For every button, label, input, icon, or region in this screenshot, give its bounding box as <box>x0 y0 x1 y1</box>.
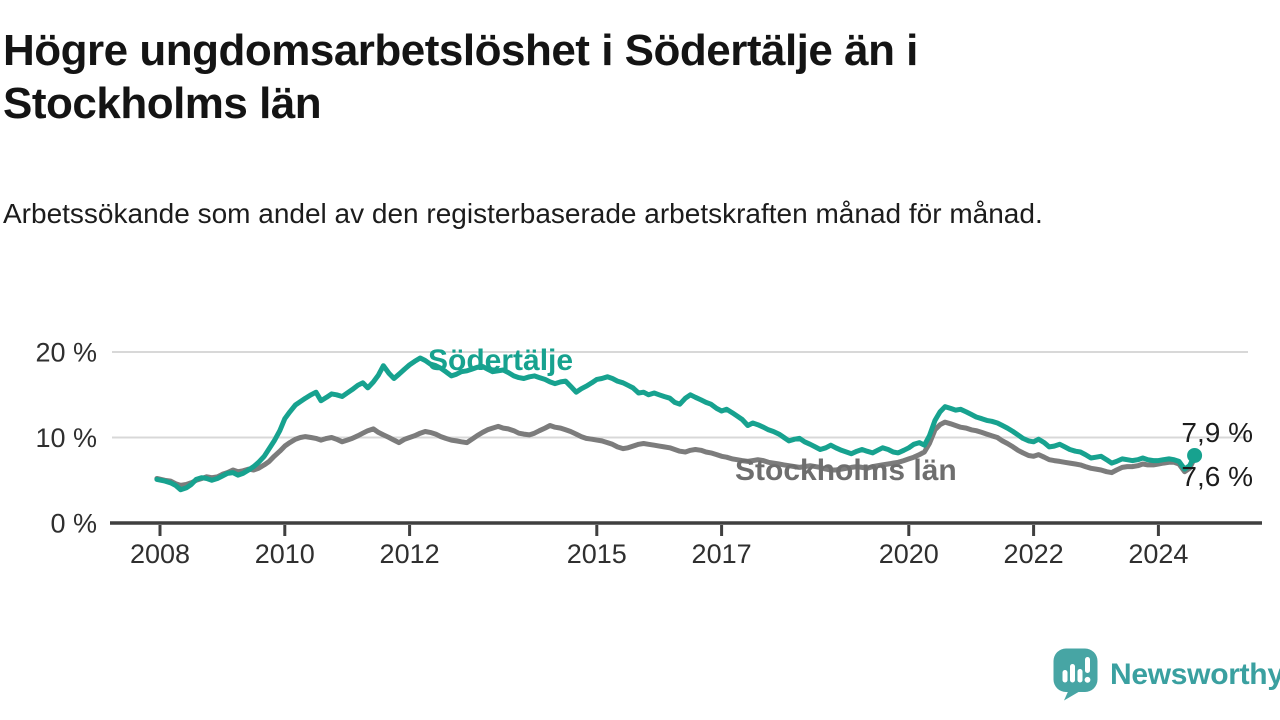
end-value-label-stockholms-lan: 7,6 % <box>1181 461 1253 492</box>
newsworthy-wordmark: Newsworthy <box>1110 657 1280 691</box>
x-tick-label: 2010 <box>255 539 315 569</box>
series-end-dot <box>1187 447 1203 463</box>
x-tick-label: 2024 <box>1128 539 1188 569</box>
y-tick-label: 0 % <box>50 509 97 539</box>
x-tick-label: 2020 <box>879 539 939 569</box>
y-tick-label: 20 % <box>35 338 97 368</box>
series-line-södertälje <box>154 355 1198 493</box>
x-tick-label: 2015 <box>567 539 627 569</box>
x-tick-label: 2022 <box>1004 539 1064 569</box>
page-title: Högre ungdomsarbetslöshet i Södertälje ä… <box>3 26 918 128</box>
y-tick-label: 10 % <box>35 423 97 453</box>
x-tick-label: 2012 <box>380 539 440 569</box>
end-value-label-sodertalje: 7,9 % <box>1181 417 1253 448</box>
newsworthy-bubble-chart-icon <box>1053 648 1098 701</box>
series-label-sodertalje: Södertälje <box>428 344 574 377</box>
newsworthy-logo: Newsworthy <box>1053 648 1280 701</box>
series-line-stockholms-län <box>154 419 1198 488</box>
series-label-stockholms-lan: Stockholms län <box>735 454 957 487</box>
chart-subtitle: Arbetssökande som andel av den registerb… <box>3 198 1043 229</box>
x-tick-label: 2017 <box>692 539 752 569</box>
x-tick-label: 2008 <box>130 539 190 569</box>
